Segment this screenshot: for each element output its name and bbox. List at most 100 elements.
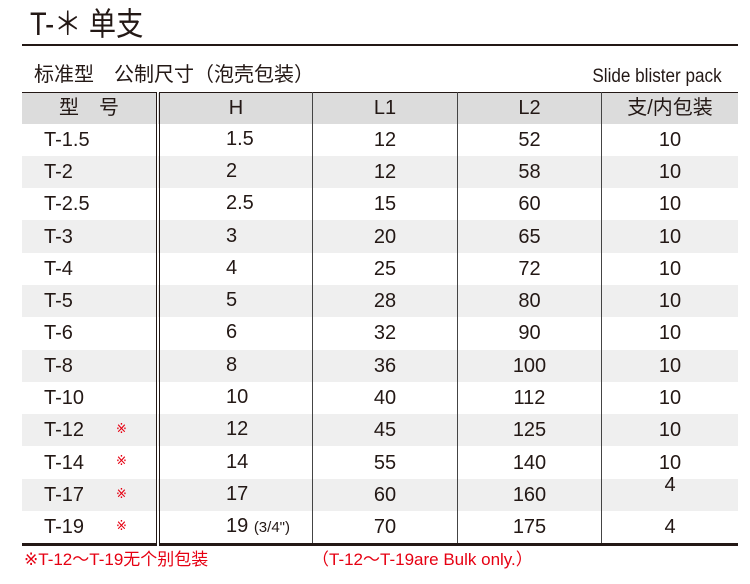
cell-model: T-3	[22, 220, 160, 253]
cell-l1: 32	[312, 317, 458, 350]
cell-h: 5	[158, 284, 313, 318]
subtitle-english: Slide blister pack	[592, 66, 722, 87]
cell-h: 14	[158, 446, 313, 479]
h-value: 5	[226, 289, 238, 312]
cell-h: 1.5	[158, 123, 313, 156]
h-value: 14	[226, 450, 249, 473]
cell-h: 8	[158, 349, 313, 382]
h-value: 17	[226, 482, 249, 505]
cell-model: T-5	[22, 284, 160, 318]
cell-l2: 60	[457, 188, 602, 221]
cell-l2: 125	[457, 414, 602, 447]
h-value: 2	[226, 159, 238, 182]
qty-value: 10	[658, 128, 682, 151]
h-value: 10	[226, 386, 249, 409]
cell-l1: 12	[312, 123, 458, 156]
cell-l1: 55	[312, 446, 458, 479]
cell-l1: 25	[312, 252, 458, 285]
table-header: 型 号 H L1 L2 支/内包装	[22, 92, 738, 124]
note-english: （T-12～T-19are Bulk only.）	[312, 550, 533, 569]
page-title: T-＊ 单支	[30, 6, 144, 42]
cell-qty: 10	[602, 350, 739, 382]
model-text: T-19	[44, 516, 85, 539]
cell-model: T-17 ※	[22, 478, 160, 512]
cell-model: T-19 ※	[22, 511, 160, 545]
cell-qty: 10	[602, 124, 739, 156]
qty-value: 10	[658, 322, 682, 345]
cell-h: 2	[158, 155, 313, 189]
header-l2: L2	[457, 92, 602, 124]
subtitle: 标准型 公制尺寸（泡壳包装）	[34, 64, 314, 86]
cell-qty: 4	[602, 511, 739, 545]
table-row: T-17 ※ 17 60 160 4	[22, 474, 739, 512]
table-row: T-1.5 1.5 12 52 10	[22, 123, 739, 156]
cell-l1: 15	[312, 188, 458, 221]
model-text: T-14	[44, 451, 85, 474]
table-row: T-2 2 12 58 10	[22, 155, 738, 189]
model-text: T-17	[44, 483, 85, 506]
cell-l2: 100	[457, 349, 602, 382]
cell-l1: 36	[312, 349, 458, 382]
cell-model: T-2.5	[22, 188, 160, 221]
table-row: T-5 5 28 80 10	[22, 284, 739, 318]
cell-model: T-2	[22, 155, 160, 189]
model-text: T-1.5	[44, 128, 90, 151]
model-text: T-12	[44, 419, 85, 442]
cell-l2: 140	[457, 446, 602, 479]
cell-h: 4	[158, 252, 313, 285]
cell-qty: 10	[602, 317, 739, 349]
h-value: 3	[226, 224, 238, 247]
qty-value: 10	[658, 193, 682, 216]
qty-value: 10	[658, 290, 682, 313]
header-h: H	[158, 92, 313, 124]
table-row: T-2.5 2.5 15 60 10	[22, 188, 739, 221]
title-divider	[22, 44, 738, 46]
cell-model: T-12 ※	[22, 414, 160, 447]
bulk-mark: ※	[116, 485, 127, 501]
cell-l1: 12	[312, 155, 458, 189]
h-value: 19	[226, 515, 249, 538]
cell-h: 19 (3/4")	[158, 511, 313, 545]
table-row: T-14 ※ 14 55 140 10	[22, 446, 738, 479]
cell-qty: 4	[602, 474, 739, 511]
bulk-mark: ※	[116, 453, 127, 469]
cell-qty: 10	[602, 414, 739, 446]
model-text: T-2	[44, 160, 73, 183]
table-row: T-8 8 36 100 10	[22, 349, 739, 382]
spec-table: 型 号 H L1 L2 支/内包装 T-1.5 1.5 12 52 10 T-2 …	[22, 92, 738, 546]
cell-l1: 70	[312, 511, 458, 545]
cell-model: T-8	[22, 349, 160, 382]
cell-l2: 72	[457, 252, 602, 285]
header-l1: L1	[312, 92, 458, 124]
header-qty: 支/内包装	[627, 97, 713, 120]
cell-l2: 58	[457, 155, 602, 189]
cell-l1: 28	[312, 284, 458, 318]
cell-l1: 40	[312, 381, 458, 415]
qty-value: 10	[658, 451, 682, 474]
qty-value: 4	[664, 473, 676, 496]
model-text: T-8	[44, 354, 73, 377]
cell-model: T-14 ※	[22, 446, 160, 479]
cell-qty: 10	[602, 253, 739, 285]
header-model: 型 号	[22, 92, 160, 124]
cell-h: 17	[158, 478, 313, 512]
table-row: T-10 10 40 112 10	[22, 381, 739, 415]
cell-qty: 10	[602, 382, 739, 414]
table-row: T-12 ※ 12 45 125 10	[22, 414, 739, 447]
bulk-mark: ※	[116, 421, 127, 437]
cell-qty: 10	[602, 220, 739, 252]
table-row: T-6 6 32 90 10	[22, 317, 739, 350]
cell-l2: 175	[457, 511, 602, 545]
qty-value: 10	[658, 225, 682, 248]
cell-qty: 10	[602, 285, 739, 317]
model-text: T-5	[44, 290, 73, 313]
model-text: T-6	[44, 322, 73, 345]
model-text: T-2.5	[44, 193, 90, 216]
qty-value: 10	[658, 257, 682, 280]
cell-qty: 10	[602, 188, 739, 220]
table-row: T-19 ※ 19 (3/4") 70 175 4	[22, 511, 738, 545]
h-value: 8	[226, 353, 238, 376]
cell-h: 3	[158, 220, 313, 253]
cell-model: T-1.5	[22, 123, 160, 156]
table-row: T-4 4 25 72 10	[22, 252, 739, 285]
